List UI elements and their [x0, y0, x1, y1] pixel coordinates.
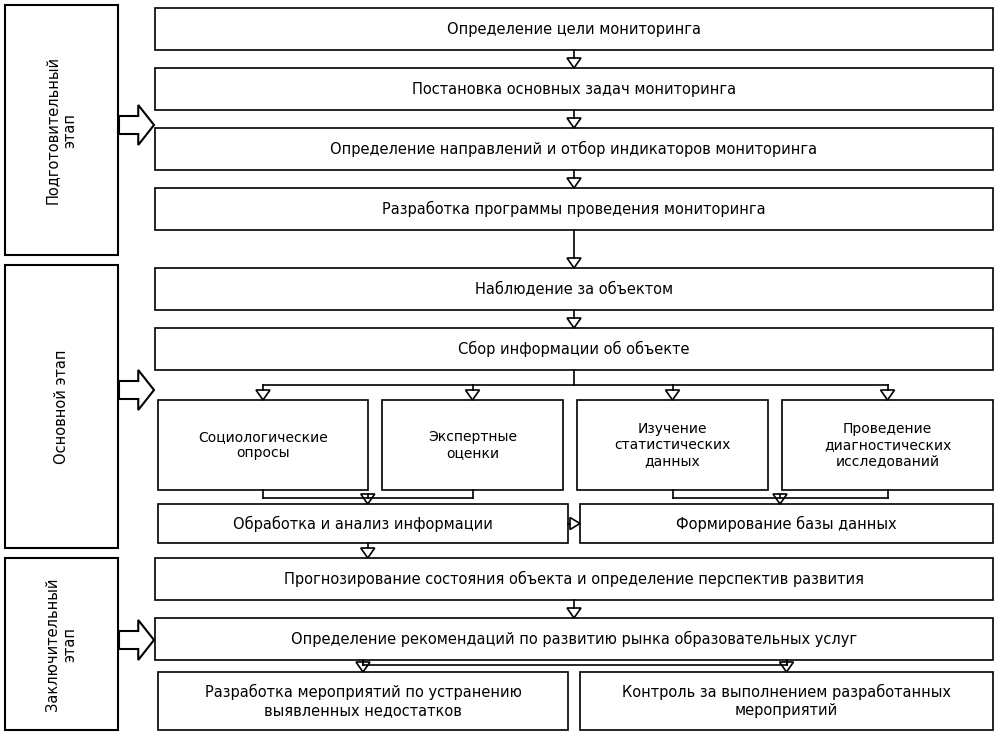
Bar — [158, 400, 368, 490]
Bar — [5, 558, 118, 730]
Bar — [155, 558, 993, 600]
Text: Обработка и анализ информации: Обработка и анализ информации — [233, 515, 493, 531]
Bar — [155, 188, 993, 230]
Bar — [158, 504, 568, 543]
Text: Изучение
статистических
данных: Изучение статистических данных — [614, 422, 731, 468]
Text: Прогнозирование состояния объекта и определение перспектив развития: Прогнозирование состояния объекта и опре… — [284, 571, 864, 587]
Bar — [5, 5, 118, 255]
Polygon shape — [567, 58, 581, 68]
Polygon shape — [881, 390, 895, 400]
Polygon shape — [567, 258, 581, 268]
Polygon shape — [567, 178, 581, 188]
Text: Формирование базы данных: Формирование базы данных — [676, 515, 897, 531]
Polygon shape — [466, 390, 480, 400]
Polygon shape — [119, 105, 154, 145]
Bar — [577, 400, 768, 490]
Polygon shape — [666, 390, 680, 400]
Polygon shape — [567, 118, 581, 128]
Bar — [580, 672, 993, 730]
Bar — [155, 618, 993, 660]
Text: Разработка программы проведения мониторинга: Разработка программы проведения монитори… — [382, 201, 766, 217]
Text: Заключительный
этап: Заключительный этап — [45, 577, 78, 710]
Text: Социологические
опросы: Социологические опросы — [198, 430, 328, 460]
Polygon shape — [570, 517, 580, 529]
Bar — [382, 400, 563, 490]
Bar — [580, 504, 993, 543]
Bar — [155, 328, 993, 370]
Polygon shape — [119, 620, 154, 660]
Polygon shape — [361, 494, 375, 504]
Polygon shape — [567, 608, 581, 618]
Polygon shape — [567, 318, 581, 328]
Text: Сбор информации об объекте: Сбор информации об объекте — [458, 341, 690, 357]
Bar — [155, 8, 993, 50]
Bar — [158, 672, 568, 730]
Text: Наблюдение за объектом: Наблюдение за объектом — [475, 282, 673, 296]
Text: Контроль за выполнением разработанных
мероприятий: Контроль за выполнением разработанных ме… — [622, 684, 951, 718]
Text: Подготовительный
этап: Подготовительный этап — [45, 56, 78, 204]
Text: Постановка основных задач мониторинга: Постановка основных задач мониторинга — [412, 82, 736, 97]
Text: Определение направлений и отбор индикаторов мониторинга: Определение направлений и отбор индикато… — [330, 141, 818, 157]
Text: Экспертные
оценки: Экспертные оценки — [428, 430, 517, 460]
Polygon shape — [119, 370, 154, 410]
Bar — [155, 128, 993, 170]
Text: Проведение
диагностических
исследований: Проведение диагностических исследований — [824, 422, 951, 468]
Text: Разработка мероприятий по устранению
выявленных недостатков: Разработка мероприятий по устранению выя… — [205, 684, 521, 718]
Polygon shape — [773, 494, 787, 504]
Bar — [155, 68, 993, 110]
Polygon shape — [780, 662, 794, 672]
Text: Определение цели мониторинга: Определение цели мониторинга — [447, 21, 701, 37]
Polygon shape — [356, 662, 370, 672]
Bar — [782, 400, 993, 490]
Polygon shape — [256, 390, 270, 400]
Bar — [155, 268, 993, 310]
Bar — [5, 265, 118, 548]
Text: Основной этап: Основной этап — [54, 349, 69, 464]
Polygon shape — [361, 548, 375, 558]
Text: Определение рекомендаций по развитию рынка образовательных услуг: Определение рекомендаций по развитию рын… — [291, 631, 857, 647]
